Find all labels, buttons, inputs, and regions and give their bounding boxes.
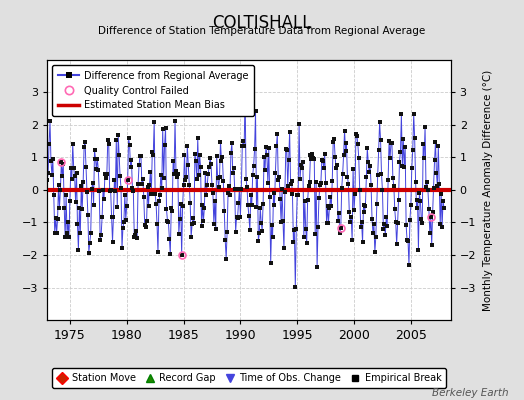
Text: Difference of Station Temperature Data from Regional Average: Difference of Station Temperature Data f… bbox=[99, 26, 425, 36]
Y-axis label: Monthly Temperature Anomaly Difference (°C): Monthly Temperature Anomaly Difference (… bbox=[483, 69, 493, 311]
Legend: Station Move, Record Gap, Time of Obs. Change, Empirical Break: Station Move, Record Gap, Time of Obs. C… bbox=[52, 368, 446, 388]
Text: COLTISHALL: COLTISHALL bbox=[212, 14, 312, 32]
Text: Berkeley Earth: Berkeley Earth bbox=[432, 388, 508, 398]
